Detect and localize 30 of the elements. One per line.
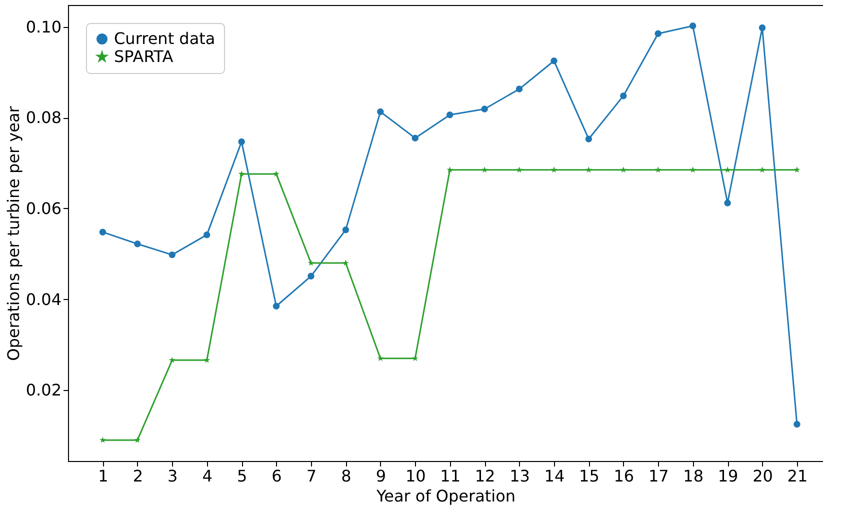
x-tick-label: 18 — [683, 466, 704, 486]
x-tick-label: 16 — [614, 466, 634, 486]
x-tick-label: 4 — [202, 466, 212, 486]
y-tick-label: 0.10 — [26, 17, 62, 36]
x-tick-label: 6 — [272, 466, 282, 486]
x-tick-label: 15 — [579, 466, 600, 486]
x-tick-label: 10 — [405, 466, 426, 486]
x-tick-label: 5 — [236, 466, 248, 486]
x-tick-label: 14 — [544, 466, 565, 486]
y-tick-label: 0.02 — [26, 380, 62, 400]
x-tick-label: 12 — [474, 466, 496, 486]
x-tick-label: 8 — [341, 466, 352, 486]
legend-label: SPARTA — [114, 47, 174, 66]
x-tick-label: 21 — [787, 466, 808, 486]
legend-label: Current data — [114, 29, 216, 48]
x-tick-label: 19 — [718, 466, 738, 486]
x-tick-label: 3 — [168, 466, 178, 486]
x-axis-title: Year of Operation — [375, 486, 516, 506]
x-tick-label: 13 — [510, 466, 530, 486]
y-tick-label: 0.04 — [26, 290, 62, 309]
x-tick-label: 11 — [440, 466, 461, 486]
x-tick-label: 7 — [306, 466, 317, 486]
y-axis-title: Operations per turbine per year — [4, 106, 23, 361]
x-tick-label: 9 — [376, 466, 386, 486]
x-tick-label: 1 — [98, 466, 108, 486]
y-tick-label: 0.08 — [26, 108, 62, 128]
x-tick-label: 17 — [648, 466, 669, 486]
y-tick-label: 0.06 — [26, 198, 62, 218]
x-tick-label: 2 — [132, 466, 144, 486]
x-tick-label: 20 — [752, 466, 773, 486]
